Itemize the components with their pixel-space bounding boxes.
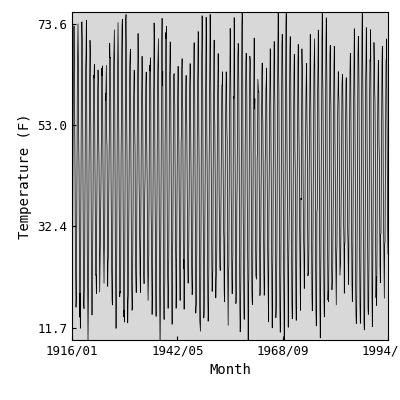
X-axis label: Month: Month [209, 364, 251, 378]
Y-axis label: Temperature (F): Temperature (F) [18, 113, 32, 239]
